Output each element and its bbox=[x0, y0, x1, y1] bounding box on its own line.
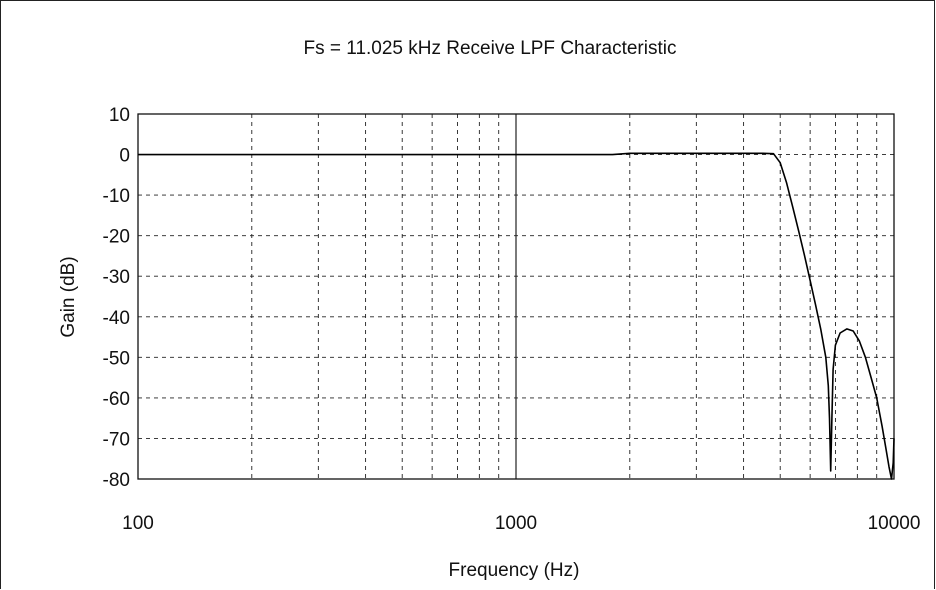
x-tick-label: 100 bbox=[122, 513, 154, 534]
y-tick-label: -40 bbox=[103, 308, 130, 329]
y-axis-label: Gain (dB) bbox=[58, 256, 79, 337]
y-tick-label: -80 bbox=[103, 470, 130, 491]
y-tick-label: 0 bbox=[119, 146, 130, 167]
x-tick-label: 10000 bbox=[868, 513, 921, 534]
y-tick-label: -20 bbox=[103, 227, 130, 248]
grid bbox=[138, 114, 894, 479]
chart-title: Fs = 11.025 kHz Receive LPF Characterist… bbox=[304, 38, 677, 59]
y-tick-label: -70 bbox=[103, 429, 130, 450]
y-tick-label: -60 bbox=[103, 389, 130, 410]
y-tick-label: -10 bbox=[103, 186, 130, 207]
y-tick-label: -30 bbox=[103, 267, 130, 288]
x-axis-label: Frequency (Hz) bbox=[449, 560, 580, 581]
plot-frame bbox=[137, 113, 895, 480]
y-tick-label: -50 bbox=[103, 348, 130, 369]
series-line-1 bbox=[138, 152, 895, 480]
y-tick-label: 10 bbox=[109, 105, 130, 126]
x-tick-label: 1000 bbox=[495, 513, 537, 534]
series bbox=[138, 152, 895, 480]
